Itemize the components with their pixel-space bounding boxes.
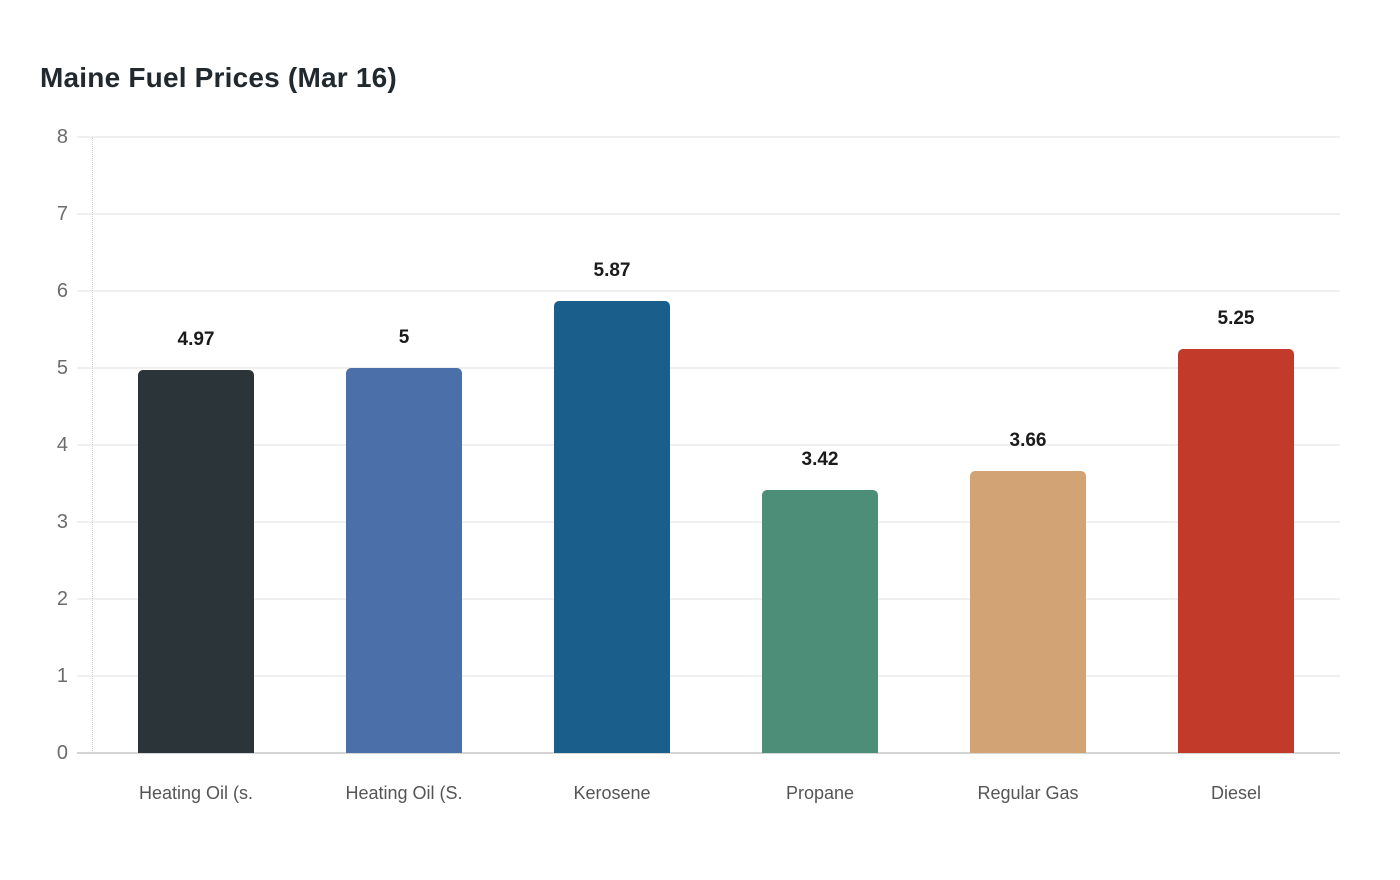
x-category-label-heating-oil-s: Heating Oil (s. <box>138 783 254 803</box>
y-tick-label-7: 7 <box>56 203 68 225</box>
y-tick-label-3: 3 <box>56 511 68 533</box>
x-axis-baseline <box>77 752 1340 754</box>
x-category-label-diesel: Diesel <box>1210 783 1262 803</box>
gridline-y-8 <box>77 136 1340 138</box>
bar-propane <box>762 489 878 753</box>
value-label-propane: 3.42 <box>801 448 839 470</box>
gridline-y-2 <box>77 598 1340 600</box>
y-tick-label-6: 6 <box>56 280 68 302</box>
y-tick-label-0: 0 <box>56 742 68 764</box>
bar-regular-gas <box>970 471 1086 753</box>
y-tick-label-8: 8 <box>56 126 68 148</box>
bar-kerosene <box>554 301 670 753</box>
plot-area: 0 1 2 3 4 5 6 7 8 4.97 5 5.87 3.42 3.66 5.25 Heating … <box>57 126 1340 803</box>
value-label-diesel: 5.25 <box>1217 307 1255 329</box>
bar-diesel <box>1178 348 1294 753</box>
chart-title: Maine Fuel Prices (Mar 16) <box>40 62 397 93</box>
gridline-y-4 <box>77 444 1340 446</box>
value-label-kerosene: 5.87 <box>593 260 631 282</box>
value-label-heating-oil-s: 4.97 <box>177 329 215 351</box>
y-axis-line <box>92 137 93 753</box>
y-tick-label-2: 2 <box>56 588 68 610</box>
gridline-y-1 <box>77 675 1340 677</box>
bar-heating-oil-s <box>138 370 254 753</box>
gridline-y-5 <box>77 367 1340 369</box>
gridline-y-3 <box>77 521 1340 523</box>
x-category-label-regular-gas: Regular Gas <box>977 783 1079 803</box>
x-category-label-heating-oil-s: Heating Oil (S. <box>345 783 463 803</box>
gridline-y-7 <box>77 213 1340 215</box>
value-label-heating-oil-s: 5 <box>398 327 410 348</box>
y-tick-label-5: 5 <box>56 357 68 379</box>
x-category-label-propane: Propane <box>785 783 855 803</box>
y-tick-label-1: 1 <box>56 665 68 687</box>
bar-heating-oil-s <box>346 368 462 753</box>
gridline-y-6 <box>77 290 1340 292</box>
y-tick-label-4: 4 <box>56 434 68 456</box>
x-category-label-kerosene: Kerosene <box>573 783 651 803</box>
value-label-regular-gas: 3.66 <box>1009 430 1047 452</box>
